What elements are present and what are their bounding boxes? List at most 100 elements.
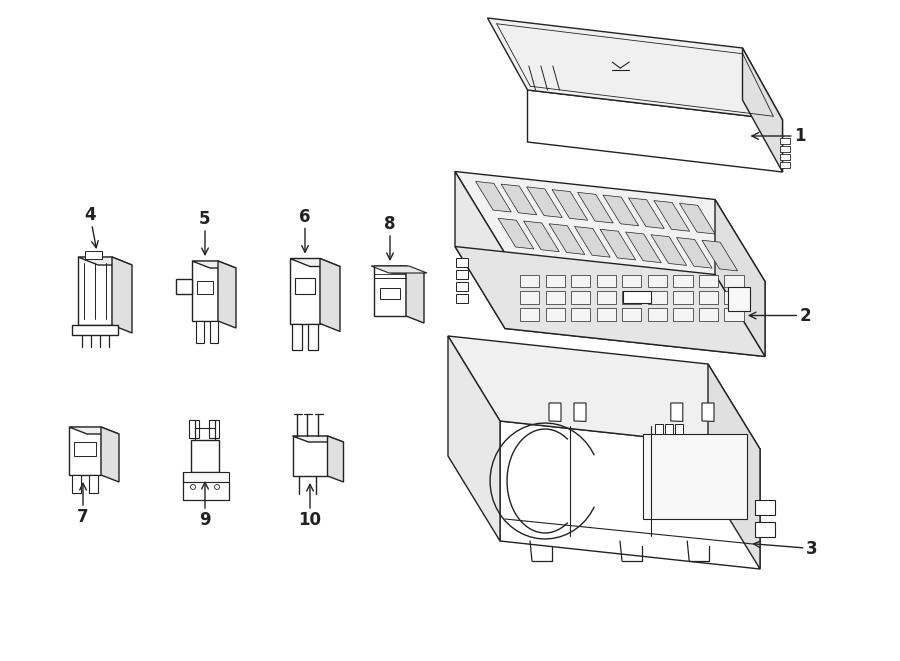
Polygon shape <box>603 195 639 226</box>
Bar <box>597 292 616 304</box>
Polygon shape <box>371 266 427 273</box>
Bar <box>648 275 667 287</box>
Polygon shape <box>505 254 765 356</box>
Polygon shape <box>72 475 81 493</box>
Polygon shape <box>600 229 635 260</box>
Polygon shape <box>654 200 689 231</box>
Polygon shape <box>574 227 610 257</box>
Polygon shape <box>677 237 712 268</box>
Bar <box>779 138 789 144</box>
Bar <box>456 258 468 266</box>
Bar <box>724 308 743 321</box>
Polygon shape <box>406 266 424 323</box>
Bar <box>648 308 667 321</box>
Bar <box>456 282 468 290</box>
Polygon shape <box>308 323 318 350</box>
Polygon shape <box>552 190 588 220</box>
Text: 7: 7 <box>77 483 89 526</box>
Bar <box>622 292 642 304</box>
Bar <box>699 308 718 321</box>
Polygon shape <box>526 187 562 217</box>
Bar <box>545 292 564 304</box>
Polygon shape <box>626 232 662 262</box>
Polygon shape <box>209 420 219 438</box>
Polygon shape <box>455 171 765 282</box>
Bar <box>74 442 96 456</box>
Bar <box>724 275 743 287</box>
Polygon shape <box>320 258 340 332</box>
Polygon shape <box>328 436 344 482</box>
Polygon shape <box>527 90 782 172</box>
Polygon shape <box>189 420 199 438</box>
Polygon shape <box>475 181 511 212</box>
Bar <box>665 424 673 434</box>
Polygon shape <box>374 266 406 316</box>
Polygon shape <box>702 403 714 422</box>
Polygon shape <box>501 184 536 215</box>
Bar <box>754 500 775 515</box>
Polygon shape <box>292 323 302 350</box>
Polygon shape <box>176 279 192 293</box>
Bar <box>648 292 667 304</box>
Polygon shape <box>292 436 344 442</box>
Bar <box>675 424 683 434</box>
Bar <box>643 434 747 519</box>
Polygon shape <box>78 257 112 325</box>
Bar <box>622 275 642 287</box>
Text: 1: 1 <box>752 127 806 145</box>
Polygon shape <box>651 235 687 266</box>
Bar <box>572 275 590 287</box>
Polygon shape <box>191 440 219 472</box>
Polygon shape <box>218 279 234 293</box>
Bar <box>779 146 789 152</box>
Bar <box>85 251 102 259</box>
Text: 6: 6 <box>299 208 310 252</box>
Bar <box>520 292 539 304</box>
Polygon shape <box>192 261 218 321</box>
Polygon shape <box>742 48 782 172</box>
Polygon shape <box>455 247 765 356</box>
Polygon shape <box>290 258 340 266</box>
Polygon shape <box>72 325 118 335</box>
Bar <box>779 154 789 160</box>
Circle shape <box>214 485 220 490</box>
Bar <box>623 290 651 303</box>
Polygon shape <box>500 421 760 569</box>
Bar <box>572 308 590 321</box>
Polygon shape <box>89 475 98 493</box>
Polygon shape <box>680 204 716 234</box>
Polygon shape <box>670 403 683 422</box>
Polygon shape <box>549 224 585 254</box>
Bar <box>456 270 468 278</box>
Polygon shape <box>69 427 101 475</box>
Polygon shape <box>498 218 534 249</box>
Bar <box>572 292 590 304</box>
Polygon shape <box>628 198 664 229</box>
Bar <box>197 281 213 294</box>
Polygon shape <box>549 403 561 422</box>
Text: 10: 10 <box>299 485 321 529</box>
Bar <box>456 293 468 303</box>
Polygon shape <box>290 258 320 323</box>
Polygon shape <box>455 171 505 329</box>
Polygon shape <box>78 257 132 265</box>
Polygon shape <box>69 427 119 434</box>
Bar <box>597 275 616 287</box>
Bar <box>295 278 315 294</box>
Bar <box>754 522 775 537</box>
Bar <box>520 308 539 321</box>
Text: 2: 2 <box>750 307 811 325</box>
Bar <box>597 308 616 321</box>
Polygon shape <box>101 427 119 482</box>
Text: 3: 3 <box>753 539 817 557</box>
Polygon shape <box>196 321 204 343</box>
Bar <box>673 308 692 321</box>
Polygon shape <box>448 336 760 449</box>
Text: 8: 8 <box>384 215 396 260</box>
Polygon shape <box>715 200 765 356</box>
Text: 9: 9 <box>199 483 211 529</box>
Text: 5: 5 <box>199 210 211 254</box>
Polygon shape <box>112 257 132 333</box>
Bar <box>183 472 229 482</box>
Circle shape <box>191 485 195 490</box>
